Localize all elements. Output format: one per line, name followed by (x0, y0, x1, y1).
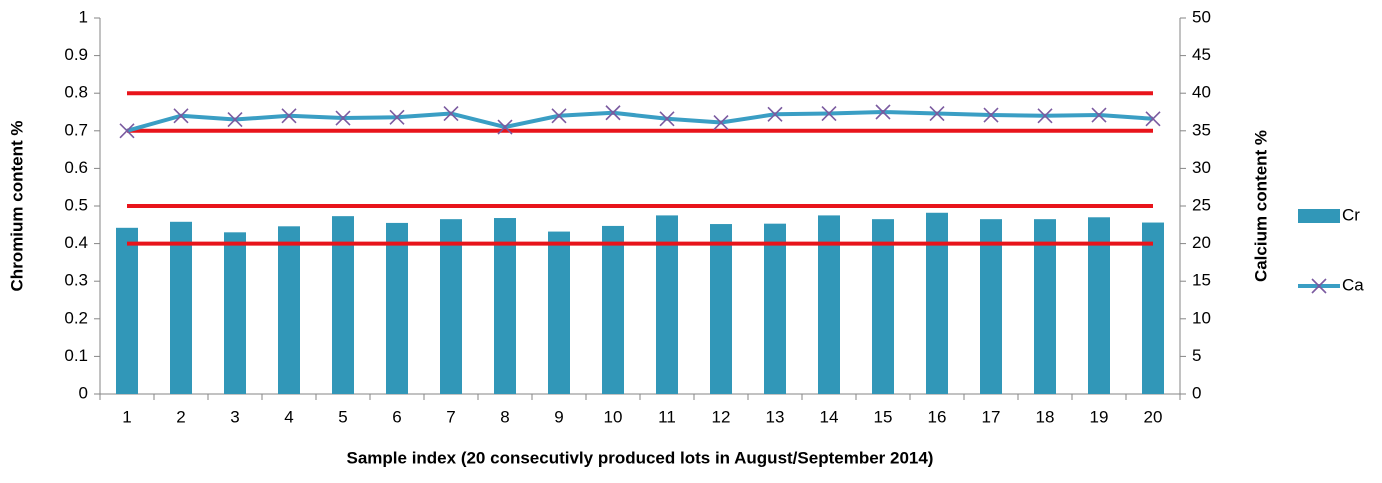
bar (332, 216, 354, 394)
marker (659, 111, 675, 127)
x-tick-label: 19 (1090, 407, 1109, 426)
y2-tick-label: 30 (1192, 158, 1211, 177)
x-tick-label: 11 (658, 407, 676, 426)
y2-axis-title: Calcium content % (1251, 130, 1270, 282)
x-tick-label: 4 (284, 407, 293, 426)
marker (767, 106, 783, 122)
marker (389, 109, 405, 125)
x-tick-label: 6 (392, 407, 401, 426)
line (126, 110, 1154, 133)
bar (602, 225, 624, 394)
y2-tick-label: 0 (1192, 383, 1201, 402)
x-axis-title: Sample index (20 consecutivly produced l… (347, 448, 934, 467)
marker (335, 110, 351, 126)
x-tick-label: 17 (982, 407, 1001, 426)
y-axis-title: Chromium content % (7, 121, 26, 292)
legend-label: Cr (1342, 205, 1360, 224)
marker (1037, 108, 1053, 124)
bar (656, 215, 678, 394)
y-tick-label: 0.6 (64, 158, 88, 177)
bar (440, 219, 462, 394)
marker (875, 104, 891, 120)
x-tick-label: 18 (1036, 407, 1055, 426)
bar (818, 215, 840, 394)
x-tick-label: 13 (766, 407, 785, 426)
y-tick-label: 0.7 (64, 120, 88, 139)
x-tick-label: 7 (446, 407, 455, 426)
marker (173, 108, 189, 124)
marker (119, 123, 135, 139)
y2-tick-label: 45 (1192, 45, 1211, 64)
marker (443, 105, 459, 122)
marker (1145, 111, 1161, 127)
y2-tick-label: 50 (1192, 7, 1211, 26)
x-tick-label: 16 (928, 407, 947, 426)
y-tick-label: 0.2 (64, 308, 88, 327)
marker (551, 108, 567, 124)
y-tick-label: 0.9 (64, 45, 88, 64)
bar (494, 218, 516, 394)
y2-tick-label: 15 (1192, 271, 1211, 290)
bar (1142, 222, 1164, 394)
legend-swatch (1298, 209, 1340, 223)
bar (170, 221, 192, 394)
marker (281, 108, 297, 124)
legend-marker (1311, 278, 1327, 294)
x-tick-label: 9 (554, 407, 563, 426)
marker (605, 105, 621, 121)
bar (224, 232, 246, 394)
x-tick-label: 20 (1144, 407, 1163, 426)
marker (497, 119, 513, 135)
marker (1091, 107, 1107, 123)
x-tick-label: 5 (338, 407, 347, 426)
y-tick-label: 0.1 (64, 346, 88, 365)
marker (821, 105, 837, 122)
y-tick-label: 0.3 (64, 271, 88, 290)
x-tick-label: 10 (604, 407, 623, 426)
y2-tick-label: 35 (1192, 120, 1211, 139)
y-tick-label: 0.4 (64, 233, 88, 252)
x-tick-label: 1 (122, 407, 131, 426)
y-tick-label: 0.5 (64, 195, 88, 214)
legend-label: Ca (1342, 275, 1364, 294)
y2-tick-label: 10 (1192, 308, 1211, 327)
y2-tick-label: 20 (1192, 233, 1211, 252)
bar (1088, 217, 1110, 394)
bar (548, 231, 570, 394)
x-tick-label: 12 (712, 407, 731, 426)
bar (710, 224, 732, 394)
x-tick-label: 8 (500, 407, 509, 426)
marker (983, 107, 999, 123)
bar (1034, 219, 1056, 394)
bar (872, 219, 894, 394)
y-tick-label: 1 (79, 7, 88, 26)
y-tick-label: 0.8 (64, 83, 88, 102)
x-tick-label: 15 (874, 407, 893, 426)
x-tick-label: 2 (176, 407, 185, 426)
x-tick-label: 14 (820, 407, 839, 426)
x-tick-label: 3 (230, 407, 239, 426)
bar (278, 226, 300, 394)
y2-tick-label: 25 (1192, 195, 1211, 214)
y2-tick-label: 5 (1192, 346, 1201, 365)
bar (926, 212, 948, 394)
marker (929, 105, 945, 122)
y-tick-label: 0 (79, 383, 88, 402)
marker (713, 114, 729, 131)
marker (227, 111, 243, 128)
bar (980, 219, 1002, 394)
bar (116, 227, 138, 394)
bar (764, 223, 786, 394)
y2-tick-label: 40 (1192, 83, 1211, 102)
bar (386, 222, 408, 394)
